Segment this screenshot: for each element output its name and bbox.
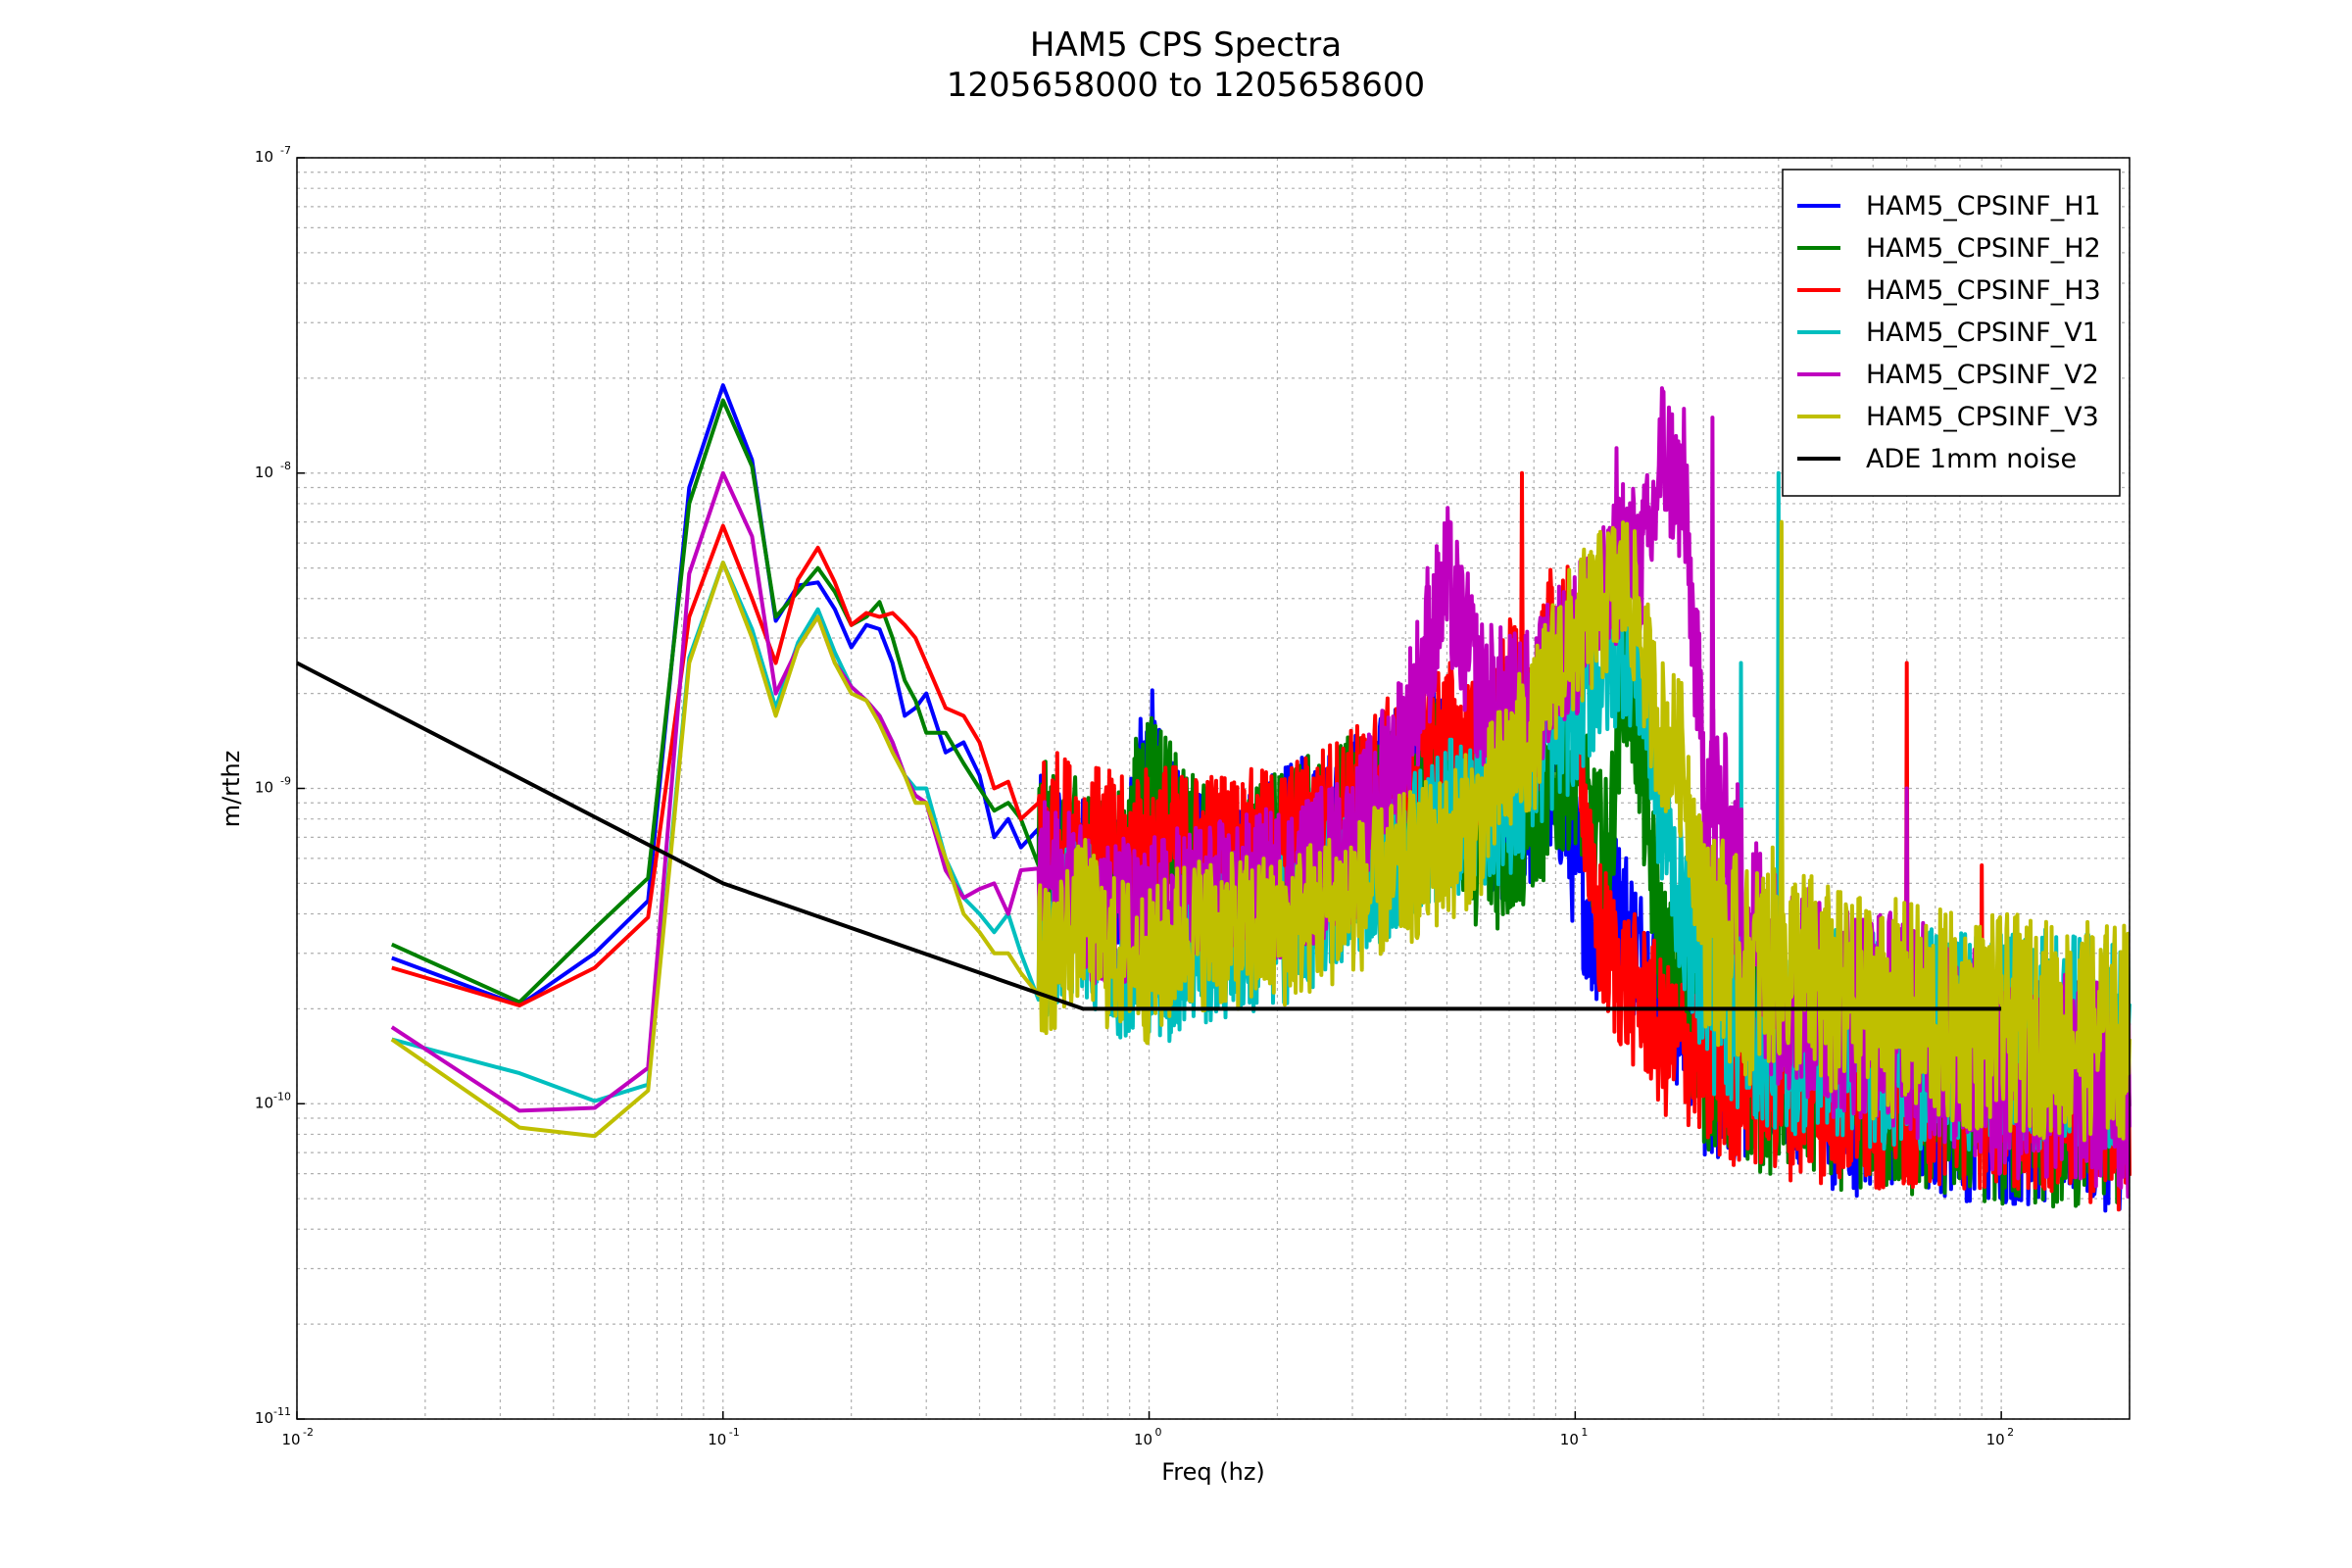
plot-area: [296, 383, 2132, 1213]
x-tick-label: 10: [1134, 1431, 1152, 1448]
y-tick-label: 10: [255, 779, 273, 797]
x-axis-label: Freq (hz): [1161, 1458, 1265, 1486]
x-tick-exponent: 0: [1155, 1426, 1162, 1439]
y-tick-exponent: -10: [273, 1090, 291, 1102]
chart-title: HAM5 CPS Spectra: [1030, 25, 1342, 65]
legend-label: HAM5_CPSINF_H2: [1866, 233, 2101, 264]
legend: HAM5_CPSINF_H1 HAM5_CPSINF_H2 HAM5_CPSINF_…: [1782, 169, 2121, 497]
legend-label: HAM5_CPSINF_V2: [1866, 360, 2099, 390]
chart-subtitle: 1205658000 to 1205658600: [947, 66, 1425, 105]
x-tick-exponent: -1: [729, 1426, 740, 1439]
x-tick-label: 10: [1560, 1431, 1579, 1448]
y-tick-exponent: -9: [280, 775, 291, 788]
legend-label: HAM5_CPSINF_H3: [1866, 275, 2101, 306]
legend-label: HAM5_CPSINF_V1: [1866, 318, 2099, 348]
x-tick-label: 10: [708, 1431, 726, 1448]
y-tick-label: 10: [255, 1409, 273, 1427]
x-tick-label: 10: [1986, 1431, 2005, 1448]
y-tick-exponent: -8: [280, 460, 291, 472]
y-tick-label: 10: [255, 464, 273, 481]
y-tick-exponent: -11: [273, 1405, 291, 1418]
x-tick-exponent: -2: [303, 1426, 314, 1439]
legend-label: HAM5_CPSINF_V3: [1866, 402, 2099, 432]
x-tick-exponent: 1: [1581, 1426, 1588, 1439]
y-axis-label: m/rthz: [218, 751, 245, 828]
x-tick-label: 10: [281, 1431, 300, 1448]
x-tick-exponent: 2: [2007, 1426, 2014, 1439]
series-line-6: [296, 661, 2002, 1011]
y-tick-label: 10: [255, 1094, 273, 1111]
series-line-5: [390, 519, 2132, 1143]
legend-label: ADE 1mm noise: [1866, 444, 2077, 474]
legend-label: HAM5_CPSINF_H1: [1866, 191, 2101, 221]
y-tick-exponent: -7: [280, 144, 291, 157]
y-tick-label: 10: [255, 148, 273, 166]
